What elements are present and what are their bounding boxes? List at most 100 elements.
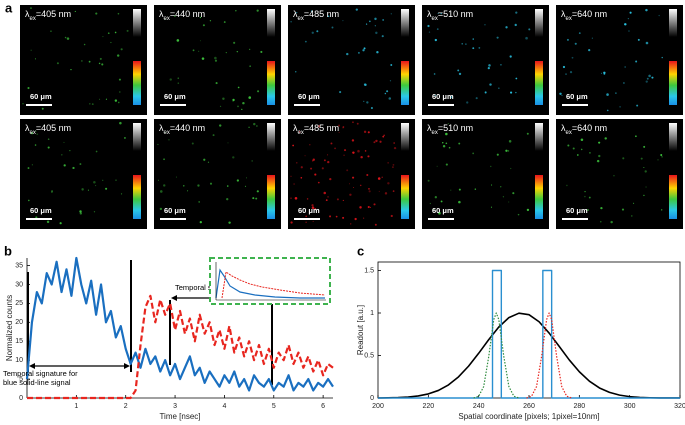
speckle xyxy=(373,141,376,144)
speckle xyxy=(489,83,492,86)
speckle xyxy=(251,160,253,162)
x-tick-label: 200 xyxy=(372,403,384,410)
subscript: ex xyxy=(566,130,572,136)
colorbar-color xyxy=(267,61,275,105)
speckle xyxy=(580,138,584,142)
speckle xyxy=(34,58,36,60)
speckle xyxy=(363,47,366,50)
symbol: λ xyxy=(427,123,432,133)
speckle xyxy=(565,73,567,75)
y-tick-label: 25 xyxy=(15,300,23,307)
speckle xyxy=(478,47,481,49)
speckle xyxy=(79,163,82,166)
speckle xyxy=(500,64,502,66)
speckle xyxy=(223,21,226,23)
colorbar-gray xyxy=(535,9,543,37)
y-tick-label: 5 xyxy=(19,376,23,383)
speckle xyxy=(383,134,385,136)
speckle xyxy=(360,156,363,159)
speckle xyxy=(392,166,394,168)
speckle xyxy=(233,41,236,44)
series-line xyxy=(378,269,680,399)
speckle xyxy=(589,152,591,154)
speckle xyxy=(502,196,505,198)
speckle xyxy=(105,187,108,190)
speckle xyxy=(390,64,393,66)
x-tick-label: 300 xyxy=(624,403,636,410)
speckle xyxy=(219,124,222,127)
speckle xyxy=(498,87,500,89)
speckle xyxy=(364,83,367,87)
speckle xyxy=(643,167,645,169)
speckle xyxy=(445,163,448,166)
speckle xyxy=(260,50,263,53)
speckle xyxy=(300,166,303,169)
speckle xyxy=(256,190,259,193)
speckle xyxy=(70,69,72,71)
speckle xyxy=(51,191,53,194)
speckle xyxy=(574,42,577,45)
speckle xyxy=(325,199,328,201)
speckle xyxy=(363,100,365,103)
speckle xyxy=(381,176,383,178)
speckle xyxy=(214,59,218,62)
speckle xyxy=(311,206,315,209)
x-tick-label: 240 xyxy=(473,403,485,410)
speckle xyxy=(116,54,120,57)
speckle xyxy=(623,82,625,84)
scale-bar-label: 60 μm xyxy=(30,206,52,215)
speckle xyxy=(312,158,315,161)
speckle xyxy=(236,50,239,53)
speckle xyxy=(232,156,235,159)
speckle xyxy=(434,38,438,42)
speckle xyxy=(342,127,344,129)
speckle xyxy=(366,101,369,104)
speckle xyxy=(105,98,108,100)
speckle xyxy=(215,82,218,85)
speckle xyxy=(472,38,474,40)
speckle xyxy=(212,134,215,137)
speckle xyxy=(484,91,487,94)
speckle xyxy=(514,23,517,27)
speckle xyxy=(561,94,563,97)
speckle xyxy=(115,179,117,181)
speckle xyxy=(569,71,573,74)
excitation-label: λex=485 nm xyxy=(293,123,339,135)
speckle xyxy=(349,183,351,185)
speckle xyxy=(645,8,648,12)
speckle xyxy=(346,52,349,56)
speckle xyxy=(304,40,307,43)
micrograph xyxy=(556,119,683,229)
subscript: ex xyxy=(432,130,438,136)
speckle xyxy=(359,184,362,187)
speckle xyxy=(528,28,531,31)
inset-line xyxy=(221,271,326,299)
x-tick-label: 2 xyxy=(124,403,128,410)
speckle xyxy=(159,190,163,193)
speckle xyxy=(651,76,654,79)
colorbar-gray xyxy=(401,123,409,151)
speckle xyxy=(222,97,225,100)
wavelength: =510 nm xyxy=(438,123,473,133)
speckle xyxy=(377,177,381,180)
speckle xyxy=(186,190,189,192)
speckle xyxy=(508,140,512,143)
speckle xyxy=(66,37,70,40)
speckle xyxy=(306,198,309,200)
speckle xyxy=(219,105,222,108)
speckle xyxy=(342,199,344,202)
speckle xyxy=(50,30,52,32)
symbol: λ xyxy=(561,123,566,133)
speckle xyxy=(28,199,30,202)
excitation-label: λex=640 nm xyxy=(561,9,607,21)
speckle xyxy=(562,65,566,69)
speckle xyxy=(256,9,259,12)
speckle xyxy=(598,141,601,144)
speckle xyxy=(646,77,649,80)
speckle xyxy=(99,98,101,100)
speckle xyxy=(510,167,512,170)
speckle xyxy=(336,198,339,201)
speckle xyxy=(163,158,165,161)
speckle xyxy=(578,32,581,35)
